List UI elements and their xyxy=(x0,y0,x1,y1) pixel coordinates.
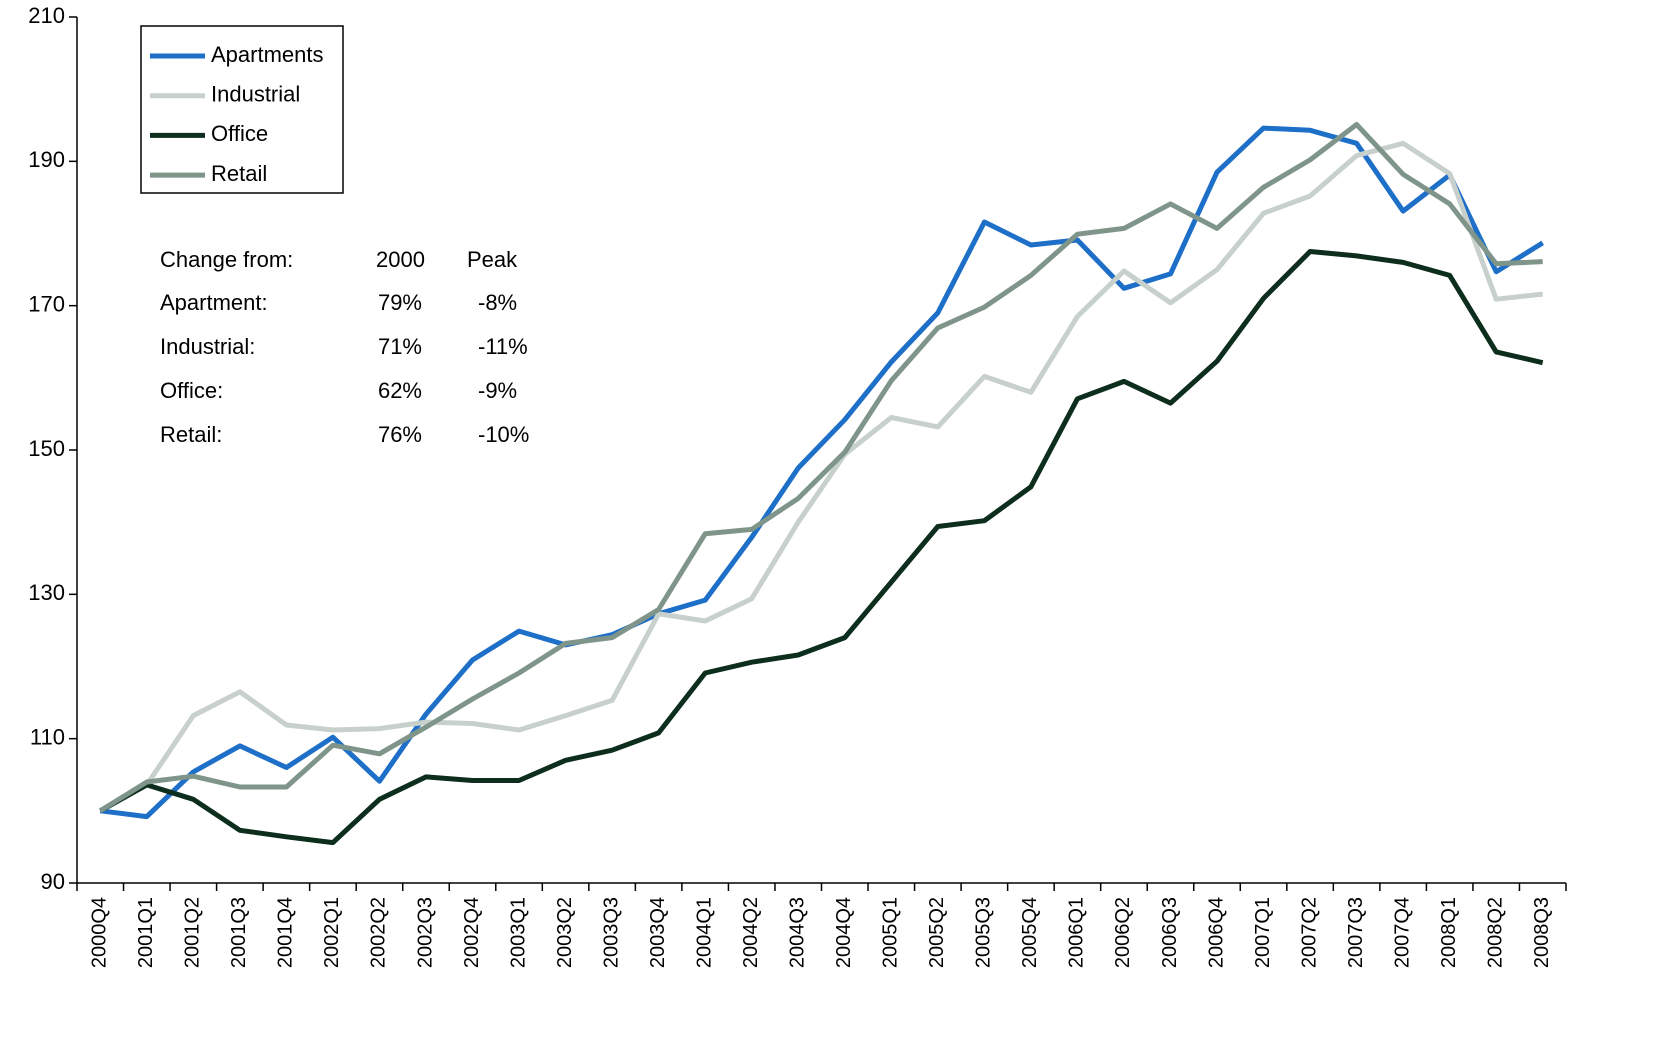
x-tick-label: 2008Q1 xyxy=(1438,897,1460,968)
x-tick-label: 2005Q3 xyxy=(973,897,995,968)
table-cell: -9% xyxy=(478,378,517,403)
x-tick-label: 2007Q1 xyxy=(1252,897,1274,968)
table-cell: Apartment: xyxy=(160,290,268,315)
table-cell: Industrial: xyxy=(160,334,255,359)
x-tick-label: 2002Q1 xyxy=(321,897,343,968)
y-tick-label: 110 xyxy=(30,724,65,749)
table-cell: Office: xyxy=(160,378,223,403)
x-tick-label: 2001Q2 xyxy=(182,897,204,968)
x-tick-label: 2004Q2 xyxy=(740,897,762,968)
legend-label: Office xyxy=(211,121,268,146)
x-tick-label: 2006Q3 xyxy=(1159,897,1181,968)
table-cell: Retail: xyxy=(160,422,222,447)
x-tick-label: 2000Q4 xyxy=(89,897,111,968)
table-header: 2000 xyxy=(376,247,425,272)
table-cell: -10% xyxy=(478,422,529,447)
y-tick-label: 90 xyxy=(41,869,65,894)
x-tick-label: 2001Q4 xyxy=(275,897,297,968)
x-tick-label: 2001Q1 xyxy=(135,897,157,968)
y-tick-label: 210 xyxy=(28,3,65,28)
x-tick-label: 2008Q3 xyxy=(1531,897,1553,968)
y-tick-label: 190 xyxy=(28,147,65,172)
x-tick-label: 2005Q4 xyxy=(1019,897,1041,968)
legend-label: Apartments xyxy=(211,42,324,67)
x-tick-label: 2007Q2 xyxy=(1298,897,1320,968)
x-tick-label: 2003Q4 xyxy=(647,897,669,968)
series-line xyxy=(98,122,1543,813)
x-tick-label: 2003Q3 xyxy=(600,897,622,968)
x-tick-label: 2007Q3 xyxy=(1345,897,1367,968)
x-tick-label: 2003Q1 xyxy=(507,897,529,968)
x-tick-label: 2006Q1 xyxy=(1066,897,1088,968)
x-tick-label: 2008Q2 xyxy=(1484,897,1506,968)
x-tick-label: 2005Q2 xyxy=(926,897,948,968)
y-tick-label: 130 xyxy=(28,580,65,605)
series-line xyxy=(99,140,1543,813)
x-tick-label: 2006Q2 xyxy=(1112,897,1134,968)
table-cell: -8% xyxy=(478,290,517,315)
legend-label: Retail xyxy=(211,161,267,186)
x-tick-label: 2004Q4 xyxy=(833,897,855,968)
x-tick-label: 2003Q2 xyxy=(554,897,576,968)
x-tick-label: 2002Q3 xyxy=(414,897,436,968)
x-tick-label: 2002Q4 xyxy=(461,897,483,968)
x-tick-label: 2004Q1 xyxy=(693,897,715,968)
x-tick-label: 2005Q1 xyxy=(880,897,902,968)
table-cell: 62% xyxy=(378,378,422,403)
x-tick-label: 2002Q2 xyxy=(368,897,390,968)
x-tick-label: 2001Q3 xyxy=(228,897,250,968)
table-cell: 76% xyxy=(378,422,422,447)
table-cell: 71% xyxy=(378,334,422,359)
x-tick-label: 2007Q4 xyxy=(1391,897,1413,968)
x-tick-label: 2006Q4 xyxy=(1205,897,1227,968)
legend-label: Industrial xyxy=(211,82,300,107)
table-cell: 79% xyxy=(378,290,422,315)
table-cell: -11% xyxy=(478,334,528,359)
y-tick-label: 170 xyxy=(28,291,65,316)
x-tick-label: 2004Q3 xyxy=(787,897,809,968)
y-tick-label: 150 xyxy=(28,436,65,461)
table-header: Change from: xyxy=(160,247,293,272)
table-header: Peak xyxy=(467,247,518,272)
series-line xyxy=(99,249,1544,846)
